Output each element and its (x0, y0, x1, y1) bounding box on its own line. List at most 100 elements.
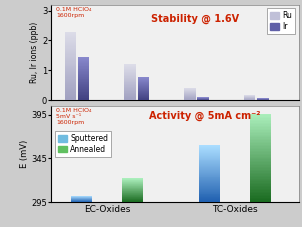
Bar (122, 184, 143, 185)
Bar (250, 170, 271, 171)
Bar (124, 82, 136, 83)
Bar (65, 33, 76, 34)
Bar (138, 84, 149, 85)
Bar (124, 81, 136, 82)
Bar (78, 84, 89, 85)
Bar (65, 56, 76, 57)
Bar (78, 97, 89, 98)
Bar (65, 96, 76, 97)
Bar (199, 197, 220, 198)
Bar (138, 81, 149, 82)
Bar (78, 72, 89, 73)
Bar (199, 175, 220, 176)
Bar (199, 177, 220, 178)
Bar (122, 193, 143, 194)
Bar (78, 61, 89, 62)
Bar (138, 80, 149, 81)
Bar (250, 133, 271, 135)
Bar (78, 83, 89, 84)
Bar (199, 171, 220, 172)
Bar (124, 72, 136, 73)
Bar (199, 163, 220, 164)
Bar (65, 35, 76, 36)
Bar (199, 190, 220, 191)
Bar (124, 88, 136, 89)
Y-axis label: E (mV): E (mV) (20, 140, 28, 168)
Bar (78, 63, 89, 64)
Bar (250, 174, 271, 176)
Bar (122, 189, 143, 190)
Bar (199, 150, 220, 151)
Bar (199, 145, 220, 146)
Bar (65, 97, 76, 98)
Bar (122, 181, 143, 182)
Bar (250, 158, 271, 160)
Bar (78, 91, 89, 92)
Bar (250, 161, 271, 163)
Bar (65, 43, 76, 44)
Bar (124, 69, 136, 70)
Bar (250, 145, 271, 146)
Bar (78, 57, 89, 58)
Bar (65, 88, 76, 89)
Bar (65, 86, 76, 87)
Bar (65, 94, 76, 95)
Bar (250, 193, 271, 195)
Bar (122, 199, 143, 200)
Bar (65, 91, 76, 92)
Bar (250, 117, 271, 118)
Bar (78, 95, 89, 96)
Bar (250, 190, 271, 192)
Bar (250, 165, 271, 167)
Bar (250, 167, 271, 168)
Bar (122, 198, 143, 199)
Bar (250, 184, 271, 186)
Bar (122, 186, 143, 187)
Bar (122, 185, 143, 186)
Bar (250, 171, 271, 173)
Bar (199, 179, 220, 180)
Bar (138, 97, 149, 98)
Bar (250, 179, 271, 180)
Bar (138, 79, 149, 80)
Bar (138, 94, 149, 95)
Bar (250, 130, 271, 132)
Bar (78, 80, 89, 81)
Bar (78, 87, 89, 88)
Bar (65, 52, 76, 53)
Bar (78, 86, 89, 87)
Bar (124, 93, 136, 94)
Bar (65, 79, 76, 80)
Bar (78, 76, 89, 77)
Bar (78, 59, 89, 60)
Bar (199, 178, 220, 179)
Bar (199, 176, 220, 177)
Bar (250, 138, 271, 139)
Bar (138, 99, 149, 100)
Bar (250, 198, 271, 199)
Bar (78, 58, 89, 59)
Bar (199, 174, 220, 175)
Bar (199, 162, 220, 163)
Bar (138, 92, 149, 93)
Bar (65, 51, 76, 52)
Bar (122, 197, 143, 198)
Bar (199, 172, 220, 173)
Bar (124, 96, 136, 97)
Bar (250, 176, 271, 177)
Bar (122, 180, 143, 181)
Bar (250, 160, 271, 161)
Bar (250, 149, 271, 151)
Bar (199, 192, 220, 194)
Bar (250, 182, 271, 183)
Bar (250, 164, 271, 165)
Bar (199, 151, 220, 152)
Text: 0.1M HClO₄
5mV s⁻¹
1600rpm: 0.1M HClO₄ 5mV s⁻¹ 1600rpm (56, 108, 92, 125)
Bar (199, 201, 220, 202)
Bar (138, 93, 149, 94)
Bar (65, 90, 76, 91)
Bar (65, 45, 76, 47)
Bar (124, 89, 136, 90)
Bar (122, 178, 143, 179)
Bar (122, 190, 143, 191)
